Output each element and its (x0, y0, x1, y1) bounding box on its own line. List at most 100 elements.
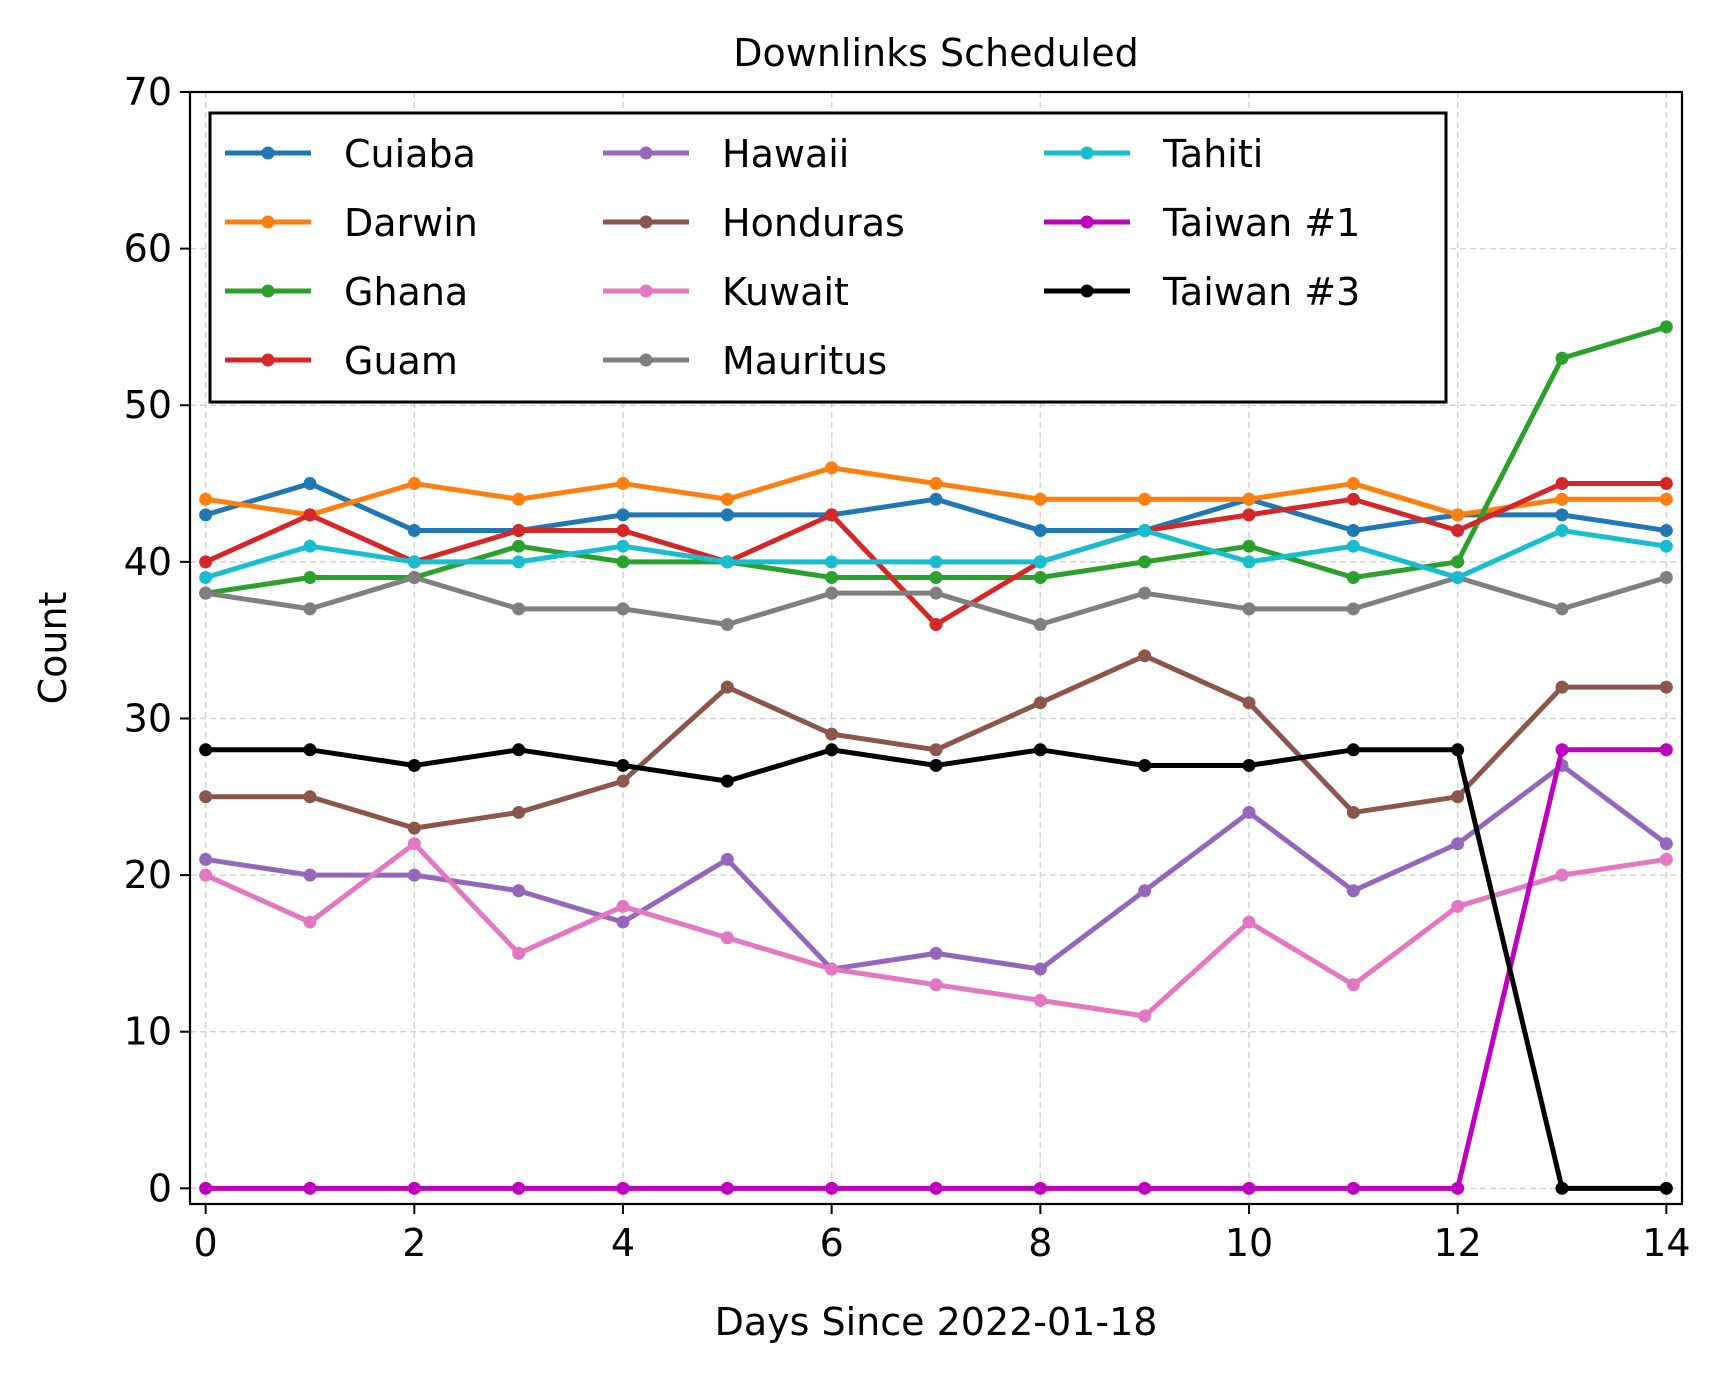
data-point-guam (825, 508, 839, 522)
data-point-guam (929, 618, 943, 632)
x-tick-label: 10 (1225, 1221, 1273, 1265)
data-point-mauritus (407, 571, 421, 585)
data-point-ghana (825, 571, 839, 585)
legend-label: Hawaii (722, 132, 849, 176)
series-honduras (199, 649, 1673, 835)
data-point-taiwan-1 (407, 1181, 421, 1195)
legend-label: Mauritus (722, 339, 887, 383)
legend-label: Taiwan #3 (1162, 270, 1360, 314)
data-point-kuwait (512, 946, 526, 960)
data-point-darwin (1033, 492, 1047, 506)
data-point-cuiaba (1346, 524, 1360, 538)
data-point-taiwan-3 (1242, 758, 1256, 772)
data-point-mauritus (512, 602, 526, 616)
data-point-kuwait (929, 978, 943, 992)
data-point-ghana (929, 571, 943, 585)
data-point-darwin (407, 477, 421, 491)
data-point-taiwan-1 (199, 1181, 213, 1195)
data-point-taiwan-3 (825, 743, 839, 757)
data-point-darwin (929, 477, 943, 491)
data-point-honduras (1346, 805, 1360, 819)
data-point-darwin (720, 492, 734, 506)
data-point-kuwait (1659, 852, 1673, 866)
legend-item-tahiti: Tahiti (1044, 132, 1263, 176)
legend-label: Tahiti (1162, 132, 1263, 176)
series-tahiti (199, 524, 1673, 585)
data-point-cuiaba (929, 492, 943, 506)
x-tick-label: 2 (402, 1221, 426, 1265)
legend-marker (261, 215, 275, 229)
y-tick-label: 0 (148, 1166, 172, 1210)
data-point-taiwan-1 (1659, 743, 1673, 757)
series-line-honduras (205, 653, 1667, 831)
legend: Cuiaba Darwin Ghana Guam Hawaii Honduras Kuwai… (208, 111, 1448, 404)
x-tick-label: 12 (1433, 1221, 1481, 1265)
data-point-cuiaba (1555, 508, 1569, 522)
legend-label: Taiwan #1 (1162, 201, 1360, 245)
series-mauritus (199, 571, 1673, 632)
legend-item-darwin: Darwin (225, 201, 478, 245)
data-point-guam (616, 524, 630, 538)
data-point-tahiti (1242, 555, 1256, 569)
data-point-honduras (929, 743, 943, 757)
data-point-mauritus (825, 586, 839, 600)
data-point-guam (199, 555, 213, 569)
y-tick-label: 70 (124, 70, 172, 114)
y-tick-label: 40 (124, 540, 172, 584)
data-point-honduras (825, 727, 839, 741)
legend-item-guam: Guam (225, 339, 458, 383)
data-point-honduras (303, 790, 317, 804)
data-point-taiwan-3 (1138, 758, 1152, 772)
data-point-taiwan-3 (720, 774, 734, 788)
data-point-mauritus (720, 618, 734, 632)
data-point-honduras (1242, 696, 1256, 710)
data-point-ghana (512, 539, 526, 553)
data-point-taiwan-1 (825, 1181, 839, 1195)
data-point-mauritus (1346, 602, 1360, 616)
legend-box (208, 111, 1448, 404)
data-point-cuiaba (199, 508, 213, 522)
data-point-mauritus (1138, 586, 1152, 600)
data-point-honduras (1033, 696, 1047, 710)
data-point-tahiti (1138, 524, 1152, 538)
series-line-taiwan-1 (205, 747, 1667, 1191)
data-point-kuwait (1451, 899, 1465, 913)
data-point-kuwait (825, 962, 839, 976)
data-point-tahiti (929, 555, 943, 569)
data-point-hawaii (407, 868, 421, 882)
data-point-hawaii (929, 946, 943, 960)
data-point-darwin (616, 477, 630, 491)
data-point-mauritus (929, 586, 943, 600)
data-point-tahiti (616, 539, 630, 553)
data-point-taiwan-1 (1346, 1181, 1360, 1195)
data-point-hawaii (199, 852, 213, 866)
data-point-tahiti (1451, 571, 1465, 585)
legend-marker (639, 353, 653, 367)
data-point-hawaii (1138, 884, 1152, 898)
legend-item-kuwait: Kuwait (603, 270, 849, 314)
data-point-mauritus (616, 602, 630, 616)
data-point-hawaii (1346, 884, 1360, 898)
data-point-kuwait (303, 915, 317, 929)
data-point-honduras (1451, 790, 1465, 804)
legend-marker (1080, 215, 1094, 229)
data-point-tahiti (512, 555, 526, 569)
data-point-honduras (720, 680, 734, 694)
data-point-tahiti (825, 555, 839, 569)
legend-marker (261, 146, 275, 160)
series-taiwan-1 (199, 743, 1673, 1195)
data-point-cuiaba (616, 508, 630, 522)
data-point-guam (1451, 524, 1465, 538)
data-point-taiwan-1 (512, 1181, 526, 1195)
data-point-taiwan-3 (1346, 743, 1360, 757)
data-point-hawaii (1242, 805, 1256, 819)
x-tick-label: 0 (194, 1221, 218, 1265)
data-point-hawaii (1659, 837, 1673, 851)
legend-label: Darwin (344, 201, 478, 245)
data-point-guam (303, 508, 317, 522)
legend-marker (639, 284, 653, 298)
data-point-ghana (616, 555, 630, 569)
y-tick-label: 60 (124, 227, 172, 271)
data-point-taiwan-3 (303, 743, 317, 757)
legend-marker (1080, 284, 1094, 298)
